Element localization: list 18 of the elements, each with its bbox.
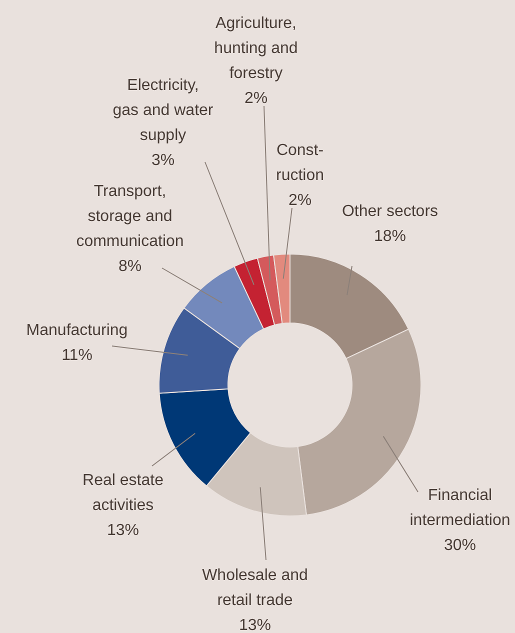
data-label: 13%	[238, 617, 272, 633]
slice-label: Transport, storage and communication	[76, 183, 184, 250]
data-label: 8%	[118, 258, 142, 275]
data-label: 2%	[244, 90, 268, 107]
slice-label: Other sectors	[342, 203, 438, 220]
slice-label: Const- ruction	[276, 142, 324, 184]
data-label: 30%	[444, 537, 476, 554]
data-label: 2%	[288, 192, 312, 209]
data-label: 3%	[151, 152, 175, 169]
data-label: 18%	[374, 228, 406, 245]
slice-label: Real estate activities	[82, 472, 164, 514]
data-label: 13%	[106, 522, 140, 539]
slice-label: Agriculture, hunting and forestry	[214, 15, 298, 82]
slice-label: Financial intermediation	[410, 487, 510, 529]
slice-label: Wholesale and retail trade	[202, 567, 308, 609]
slice-label: Manufacturing	[26, 322, 128, 339]
data-label: 11%	[62, 347, 92, 364]
slice-label: Electricity, gas and water supply	[112, 77, 214, 144]
